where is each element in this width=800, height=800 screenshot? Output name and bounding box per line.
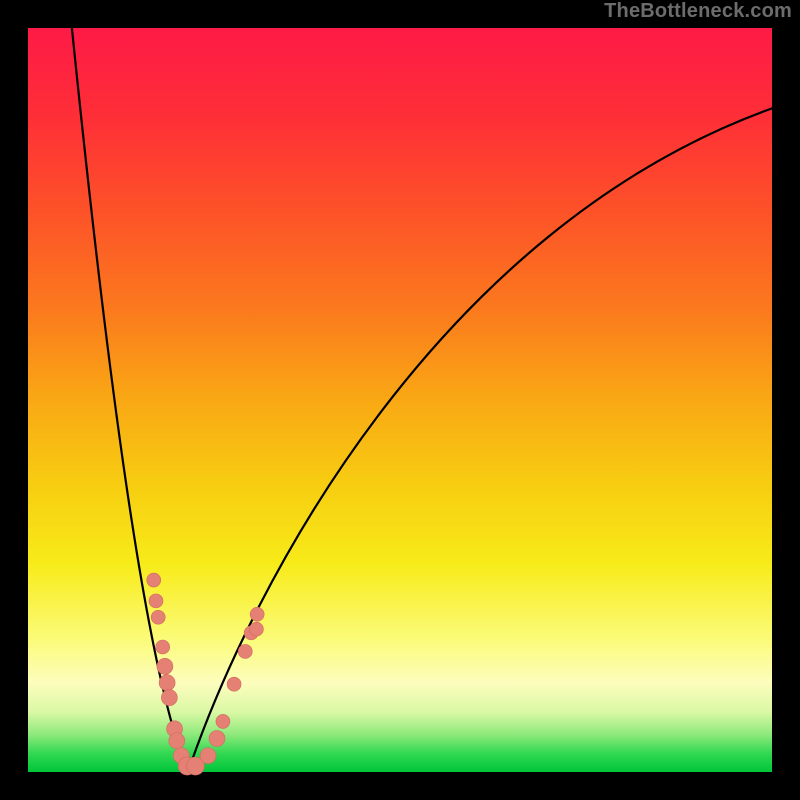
figure: TheBottleneck.com [0,0,800,800]
plot-background [28,28,772,772]
data-marker [227,677,241,691]
data-marker [250,607,264,621]
data-marker [149,594,163,608]
data-marker [156,640,170,654]
data-marker [238,644,252,658]
data-marker [157,658,173,674]
data-marker [159,675,175,691]
data-marker [147,573,161,587]
data-marker [200,748,216,764]
data-marker [161,690,177,706]
data-marker [249,622,263,636]
data-marker [216,714,230,728]
watermark-label: TheBottleneck.com [604,0,792,23]
bottleneck-chart [0,0,800,800]
data-marker [169,733,185,749]
data-marker [151,610,165,624]
data-marker [209,731,225,747]
